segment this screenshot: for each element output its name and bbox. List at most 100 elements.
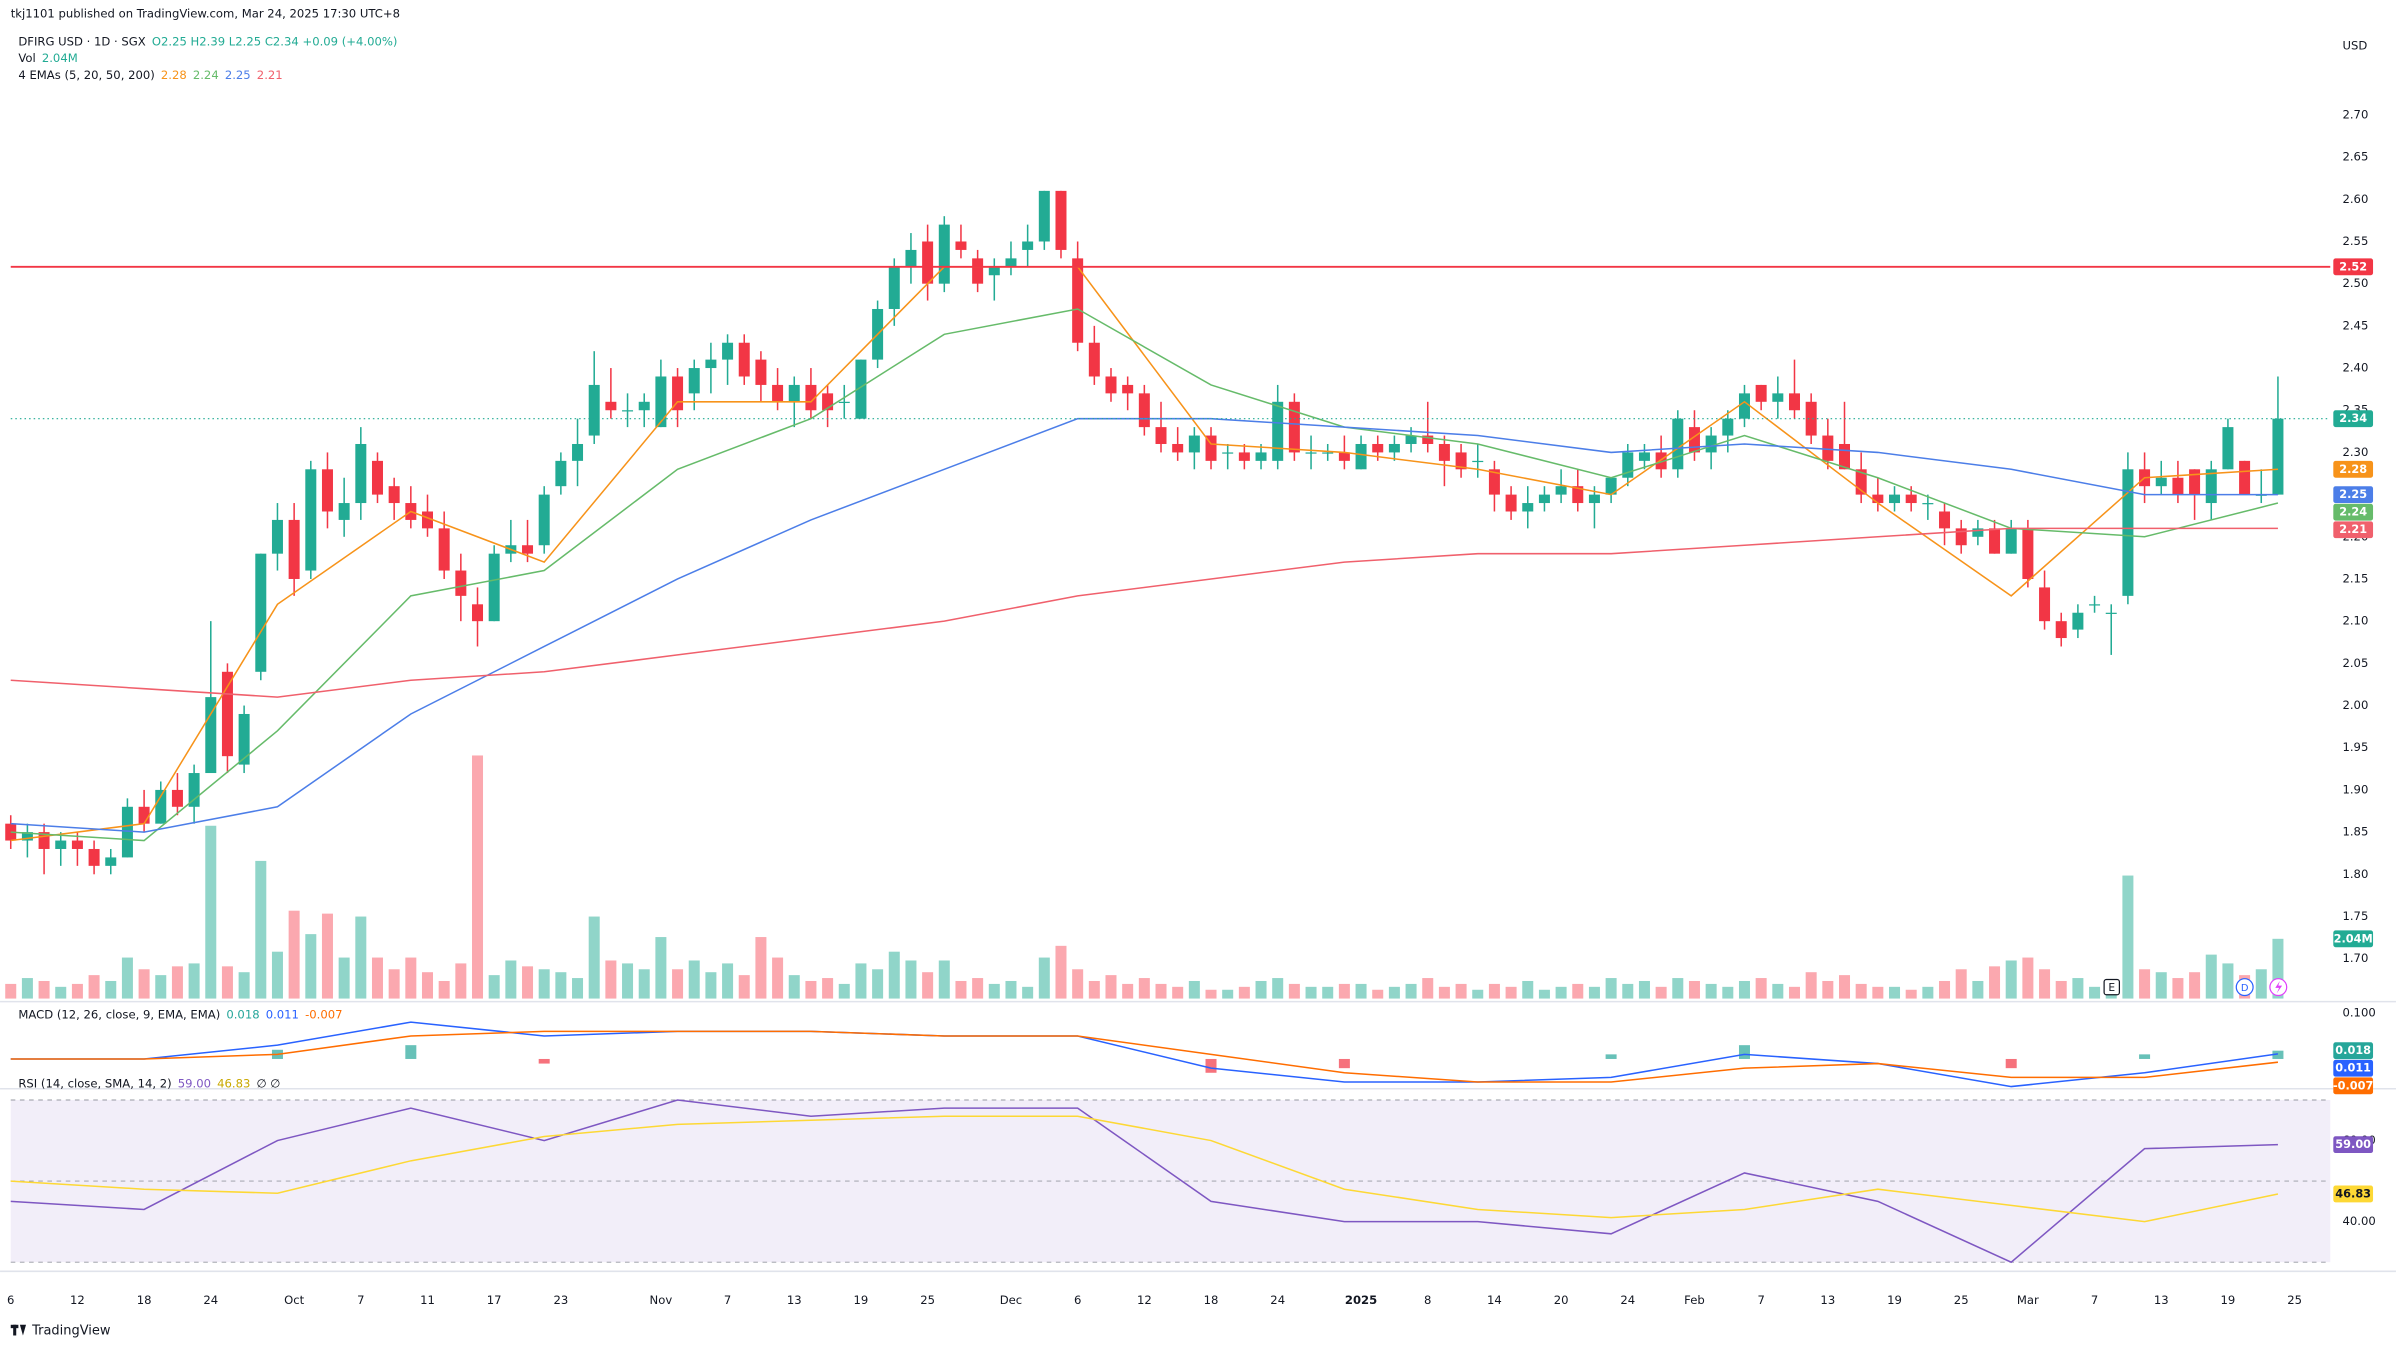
volume-bar [1455,983,1467,999]
x-tick-label: Oct [284,1293,305,1307]
price-badge [2333,1077,2374,1095]
candle-body [1255,452,1267,461]
candle-body [1655,452,1667,470]
volume-bar [1538,989,1550,999]
macd-histogram [2139,1054,2151,1059]
ema-value: 2.24 [193,67,219,81]
macd-histogram [538,1058,550,1064]
candle-body [1338,452,1350,461]
publish-line: tkj1101 published on TradingView.com, Ma… [11,6,400,20]
candle-body [538,494,550,546]
candle-body [855,359,867,419]
earnings-marker [2103,978,2121,996]
volume-bar [171,966,183,999]
candle-body [421,511,433,529]
volume-bar [1889,986,1901,999]
x-tick-label: 11 [420,1293,435,1307]
x-tick-label: 24 [1620,1293,1635,1307]
candle-body [1605,477,1617,495]
price-badge-label: 2.25 [2339,488,2367,501]
candle-body [2272,418,2284,495]
logo-part [13,1324,17,1336]
price-badge [2333,521,2374,539]
volume-bar [522,966,534,999]
candle-body [1505,494,1517,512]
y-tick-label: 1.90 [2342,782,2368,796]
volume-name: Vol [18,51,35,65]
y-tick-label: 1.75 [2342,909,2368,923]
candle-body [1322,452,1334,454]
volume-bar [371,957,383,999]
candle-body [1972,528,1984,537]
candle-body [1438,443,1450,461]
price-badge-label: 2.52 [2339,260,2367,273]
candle-body [71,840,83,849]
rsi-name: RSI (14, close, SMA, 14, 2) [18,1076,171,1090]
volume-bar [905,960,917,999]
candle-body [321,469,333,512]
volume-bar [488,975,500,999]
macd-histogram [2272,1050,2284,1059]
x-tick-label: 24 [203,1293,218,1307]
price-badge-label: 2.04M [2334,932,2373,945]
candle-body [1105,376,1117,394]
rsi-tick-label: 40.00 [2342,1214,2375,1228]
volume-bar [305,934,317,999]
price-badge-label: 0.018 [2335,1044,2371,1057]
candle-body [1622,452,1634,478]
volume-bar [655,937,667,999]
candle-body [588,384,600,436]
volume-bar [455,963,467,999]
volume-bar [2122,875,2134,999]
x-tick-label: 14 [1487,1293,1502,1307]
volume-bar [255,860,267,999]
y-tick-label: 1.95 [2342,740,2368,754]
candle-body [1305,452,1317,454]
x-tick-label: 13 [1820,1293,1835,1307]
candle-body [622,410,634,412]
volume-bar [1638,980,1650,999]
volume-bar [355,916,367,999]
candle-body [1772,393,1784,402]
macd-value: 0.018 [226,1007,259,1021]
x-tick-label: 2025 [1345,1293,1377,1307]
x-tick-label: 19 [854,1293,869,1307]
candle-body [1422,435,1434,444]
price-badge-label: 46.83 [2335,1187,2371,1200]
volume-bar [1038,957,1050,999]
candle-body [1889,494,1901,504]
price-badge [2333,1059,2374,1077]
volume-bar [1522,980,1534,999]
candle-body [972,258,984,284]
candle-body [788,384,800,402]
rsi-value: 46.83 [217,1076,250,1090]
volume-bar [71,983,83,999]
candle-body [2222,427,2234,470]
x-tick-label: 25 [1954,1293,1969,1307]
candle-body [1122,384,1134,394]
y-tick-label: 2.55 [2342,234,2368,248]
candle-body [105,857,117,866]
x-tick-label: 25 [920,1293,935,1307]
x-tick-label: 6 [7,1293,14,1307]
dividend-label: D [2241,983,2249,994]
volume-bar [855,963,867,999]
volume-bar [1872,986,1884,999]
volume-bar [1155,983,1167,999]
candle-body [822,393,834,411]
candle-body [1872,494,1884,504]
volume-bar [188,963,200,999]
price-badge-label: 2.24 [2339,506,2367,519]
candle-body [1005,258,1017,267]
volume-bar [872,969,884,999]
volume-bar [1822,980,1834,999]
volume-bar [2072,978,2084,999]
candle-body [1805,401,1817,436]
volume-bar [1422,978,1434,999]
x-tick-label: 7 [724,1293,731,1307]
candle-body [455,570,467,596]
volume-bar [1622,983,1634,999]
volume-bar [972,978,984,999]
candle-body [1755,384,1767,402]
